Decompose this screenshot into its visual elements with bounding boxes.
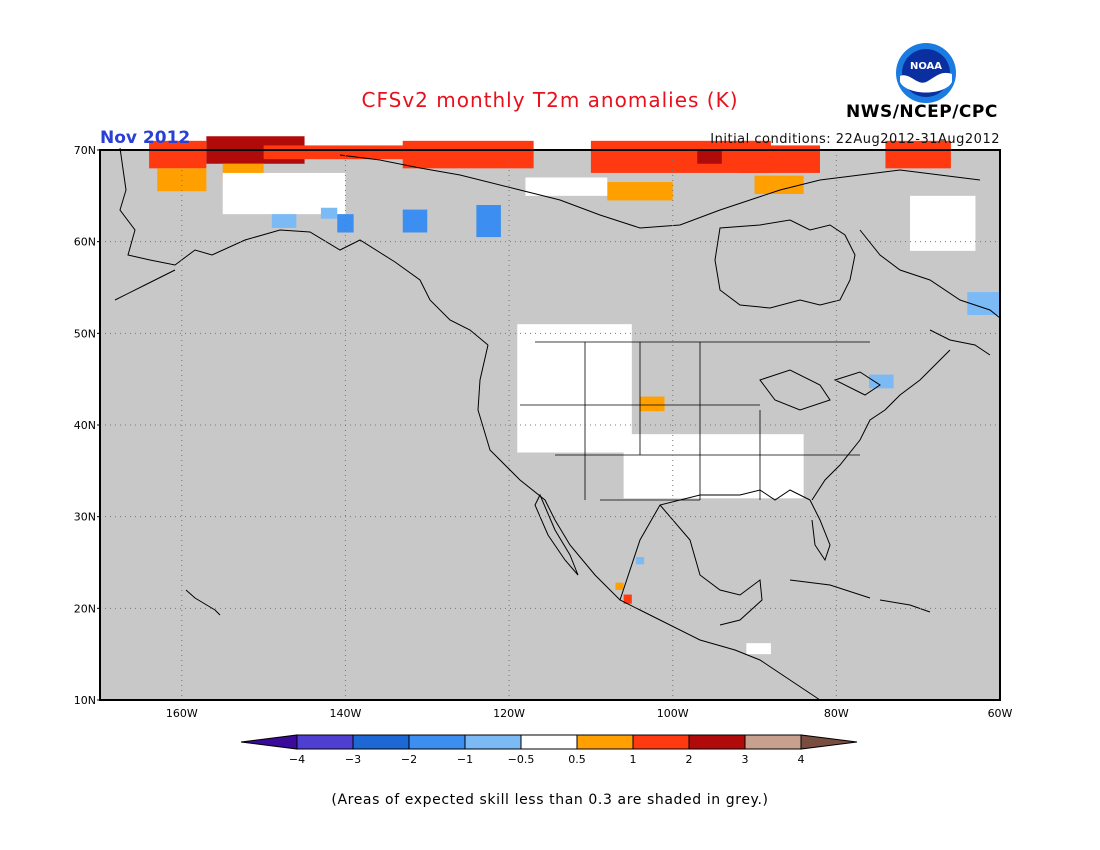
- anomaly-cell: [525, 177, 608, 196]
- lon-tick-label: 160W: [166, 707, 198, 720]
- colorbar-label: 1: [630, 753, 637, 766]
- anomaly-cell: [149, 140, 207, 169]
- colorbar-box: [464, 734, 522, 750]
- anomaly-cell: [157, 168, 207, 192]
- colorbar-box: [632, 734, 690, 750]
- coastlines: [114, 147, 1001, 701]
- anomaly-cell: [402, 140, 534, 169]
- anomaly-cells: [149, 136, 1000, 655]
- colorbar-box: [296, 734, 354, 750]
- colorbar-box: [408, 734, 466, 750]
- lat-lon-grid: [100, 150, 1000, 700]
- chart-title: CFSv2 monthly T2m anomalies (K): [361, 88, 739, 112]
- lat-tick-label: 30N: [74, 511, 96, 524]
- colorbar-label: −4: [289, 753, 305, 766]
- lat-tick-label: 10N: [74, 694, 96, 707]
- anomaly-cell: [320, 207, 338, 219]
- colorbar-label: −3: [345, 753, 361, 766]
- colorbar-label: 3: [742, 753, 749, 766]
- lat-tick-label: 40N: [74, 419, 96, 432]
- lat-tick-label: 70N: [74, 144, 96, 157]
- anomaly-cell: [263, 145, 428, 160]
- colorbar-label: 4: [798, 753, 805, 766]
- lat-tick-label: 60N: [74, 236, 96, 249]
- initial-conditions: Initial conditions: 22Aug2012-31Aug2012: [710, 132, 1000, 147]
- anomaly-cell: [402, 209, 428, 233]
- anomaly-cell: [222, 172, 346, 215]
- anomaly-cell: [476, 205, 501, 238]
- colorbar-box: [576, 734, 634, 750]
- forecast-month: Nov 2012: [100, 128, 191, 148]
- lon-tick-label: 100W: [657, 707, 689, 720]
- colorbar-label: −0.5: [508, 753, 535, 766]
- anomaly-cell: [337, 214, 354, 233]
- colorbar-labels: −4 −3 −2 −1 −0.5 0.5 1 2 3 4: [289, 753, 805, 766]
- anomaly-cell: [869, 374, 894, 389]
- lon-tick-label: 120W: [493, 707, 525, 720]
- lat-tick-label: 20N: [74, 602, 96, 615]
- colorbar-min-arrow: [240, 734, 298, 750]
- colorbar-label: −2: [401, 753, 417, 766]
- lat-tick-label: 50N: [74, 327, 96, 340]
- anomaly-cell: [746, 643, 771, 655]
- lon-tick-label: 140W: [330, 707, 362, 720]
- lon-tick-label: 80W: [824, 707, 849, 720]
- anomaly-cell: [967, 292, 1000, 315]
- anomaly-cell: [517, 324, 632, 453]
- anomaly-cell: [754, 175, 804, 194]
- skill-footnote: (Areas of expected skill less than 0.3 a…: [331, 792, 769, 808]
- colorbar-boxes: [240, 734, 858, 750]
- anomaly-cell: [885, 140, 951, 169]
- anomaly-cell: [697, 150, 722, 164]
- logo-text: NOAA: [910, 61, 942, 72]
- noaa-logo-icon: NOAA: [896, 43, 956, 103]
- colorbar-label: 0.5: [568, 753, 586, 766]
- anomaly-cell: [623, 434, 804, 499]
- colorbar-box: [744, 734, 802, 750]
- lon-tick-label: 60W: [988, 707, 1013, 720]
- colorbar-label: 2: [686, 753, 693, 766]
- anomaly-cell: [640, 396, 665, 412]
- colorbar-max-arrow: [800, 734, 858, 750]
- colorbar-label: −1: [457, 753, 473, 766]
- colorbar-box: [352, 734, 410, 750]
- agency-label: NWS/NCEP/CPC: [846, 102, 998, 122]
- longitude-tick-labels: 160W 140W 120W 100W 80W 60W: [166, 707, 1013, 720]
- anomaly-cell: [615, 582, 624, 590]
- colorbar-box: [688, 734, 746, 750]
- anomaly-cell: [635, 557, 645, 565]
- anomaly-cell: [623, 594, 632, 604]
- latitude-tick-labels: 10N 20N 30N 40N 50N 60N 70N: [74, 144, 100, 707]
- anomaly-cell: [607, 182, 673, 201]
- colorbar-box: [520, 734, 578, 750]
- anomaly-cell: [271, 214, 297, 228]
